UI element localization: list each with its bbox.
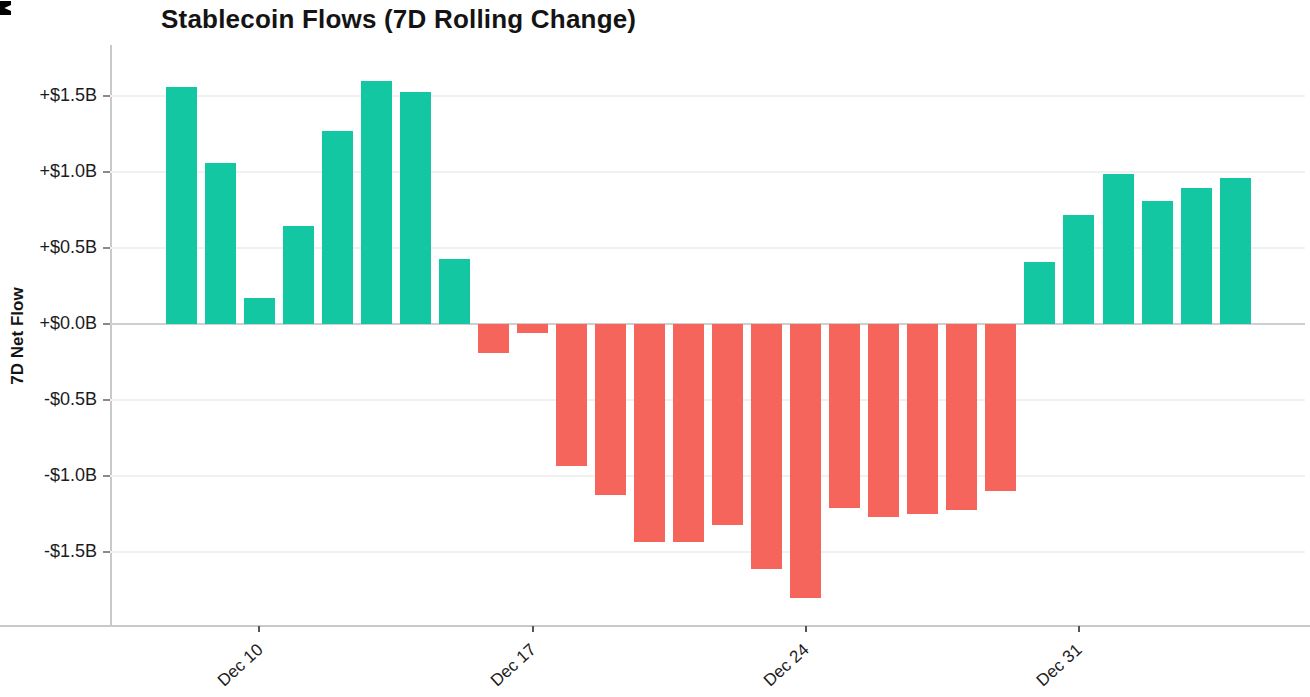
bar-negative (907, 324, 938, 514)
y-tick-label: +$0.5B (17, 237, 97, 258)
y-tick-label: +$1.5B (17, 85, 97, 106)
bar-negative (751, 324, 782, 569)
bar-negative (946, 324, 977, 509)
y-tick-label: -$0.5B (17, 389, 97, 410)
x-tick-label: Dec 31 (1033, 640, 1086, 691)
bar-positive (244, 298, 275, 324)
y-tick-label: -$1.0B (17, 465, 97, 486)
bar-positive (1103, 174, 1134, 324)
bar-negative (517, 324, 548, 333)
bar-negative (829, 324, 860, 508)
bar-positive (283, 226, 314, 325)
gridline (110, 475, 1305, 477)
bar-negative (556, 324, 587, 465)
bar-negative (985, 324, 1016, 491)
x-tick-mark (805, 626, 807, 632)
x-tick-mark (532, 626, 534, 632)
bar-positive (1063, 215, 1094, 324)
bar-positive (1181, 188, 1212, 325)
bar-negative (595, 324, 626, 494)
y-tick-label: +$0.0B (17, 313, 97, 334)
y-axis-line (110, 45, 112, 626)
y-axis-title: 7D Net Flow (8, 276, 28, 396)
x-tick-label: Dec 24 (760, 640, 813, 691)
chart-title: Stablecoin Flows (7D Rolling Change) (161, 4, 636, 35)
x-tick-label: Dec 10 (213, 640, 266, 691)
bar-positive (361, 81, 392, 324)
bar-positive (1220, 178, 1251, 324)
gridline (110, 551, 1305, 553)
x-tick-mark (1078, 626, 1080, 632)
bar-positive (322, 131, 353, 324)
x-tick-mark (258, 626, 260, 632)
y-tick-mark (103, 475, 110, 477)
y-tick-mark (103, 247, 110, 249)
gridline (110, 95, 1305, 97)
y-tick-mark (103, 95, 110, 97)
bar-negative (634, 324, 665, 541)
y-tick-mark (103, 399, 110, 401)
bar-negative (712, 324, 743, 525)
bar-positive (166, 87, 197, 324)
corner-glyph (0, 1, 11, 15)
x-tick-label: Dec 17 (487, 640, 540, 691)
x-axis-line (0, 625, 1310, 627)
bar-negative (673, 324, 704, 541)
gridline (110, 399, 1305, 401)
y-tick-mark (103, 323, 110, 325)
bar-positive (400, 92, 431, 325)
y-tick-mark (103, 551, 110, 553)
bar-negative (790, 324, 821, 598)
bar-positive (439, 259, 470, 324)
y-tick-label: -$1.5B (17, 541, 97, 562)
y-tick-label: +$1.0B (17, 161, 97, 182)
y-tick-mark (103, 171, 110, 173)
bar-positive (1024, 262, 1055, 324)
bar-negative (478, 324, 509, 353)
bar-negative (868, 324, 899, 517)
bar-positive (205, 163, 236, 324)
bar-positive (1142, 201, 1173, 324)
stablecoin-flows-chart: Stablecoin Flows (7D Rolling Change) 7D … (0, 0, 1310, 697)
